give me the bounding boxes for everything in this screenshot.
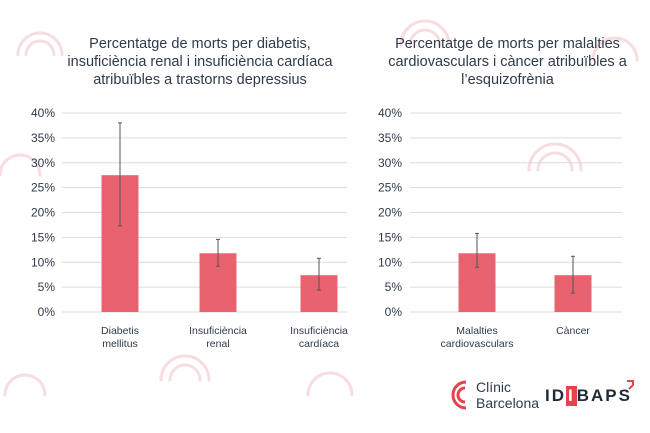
decor-arc xyxy=(591,36,639,62)
idibaps-prefix: ID xyxy=(545,386,566,405)
clinic-logo-line2: Barcelona xyxy=(476,395,540,411)
y-tick-label: 30% xyxy=(378,156,402,170)
decor-arc xyxy=(408,28,442,47)
y-tick-label: 35% xyxy=(31,131,55,145)
clinic-barcelona-logo: Clínic Barcelona xyxy=(448,378,539,414)
idibaps-logo-text: ID I BAPS xyxy=(545,386,632,406)
chart-left: 0% 5% 10% 15% 20% 25% 30% 35% 40% Diabetis mellitu… xyxy=(31,106,348,350)
idibaps-logo: ID I BAPS xyxy=(543,378,635,414)
y-tick-label: 20% xyxy=(378,206,402,220)
y-tick-label: 15% xyxy=(31,230,55,244)
y-tick-label: 15% xyxy=(378,230,402,244)
idibaps-block: I xyxy=(566,386,577,406)
category-label: Càncer xyxy=(556,325,590,337)
background-decoration xyxy=(0,19,639,397)
chart-title-right: Percentatge de morts per malalties cardi… xyxy=(388,36,627,88)
y-tick-label: 35% xyxy=(378,131,402,145)
category-label: Insuficiència cardíaca xyxy=(290,325,348,350)
y-tick-label: 0% xyxy=(385,305,403,319)
y-tick-label: 25% xyxy=(31,181,55,195)
decor-arc xyxy=(16,31,64,57)
decor-arc xyxy=(0,153,42,177)
clinic-logo-text: Clínic Barcelona xyxy=(476,379,539,411)
category-label: Malalties cardiovasculars xyxy=(441,325,514,350)
y-tick-label: 30% xyxy=(31,156,55,170)
y-tick-label: 40% xyxy=(31,106,55,120)
decor-arc xyxy=(527,142,583,172)
y-tick-label: 5% xyxy=(38,280,56,294)
y-tick-label: 0% xyxy=(38,305,56,319)
category-label: Diabetis mellitus xyxy=(101,325,139,350)
clinic-logo-line1: Clínic xyxy=(476,379,512,395)
decor-arc xyxy=(399,19,451,47)
idibaps-suffix: BAPS xyxy=(576,386,632,405)
decor-arc xyxy=(306,371,354,397)
y-tick-label: 10% xyxy=(378,255,402,269)
clinic-logo-icon xyxy=(451,380,467,410)
chart-right: 0% 5% 10% 15% 20% 25% 30% 35% 40% Malalties cardio… xyxy=(378,106,622,350)
y-tick-label: 40% xyxy=(378,106,402,120)
chart-title-left: Percentatge de morts per diabetis, insuf… xyxy=(67,36,333,88)
y-tick-label: 25% xyxy=(378,181,402,195)
idibaps-mark-icon xyxy=(627,380,634,390)
y-tick-label: 5% xyxy=(385,280,403,294)
category-label: Insuficiència renal xyxy=(189,325,247,350)
y-tick-label: 10% xyxy=(31,255,55,269)
y-tick-label: 20% xyxy=(31,206,55,220)
decor-arc xyxy=(3,373,47,397)
decor-arc xyxy=(159,354,211,382)
decor-arc xyxy=(168,363,202,382)
decor-arc xyxy=(536,151,574,172)
decor-arc xyxy=(24,39,56,57)
